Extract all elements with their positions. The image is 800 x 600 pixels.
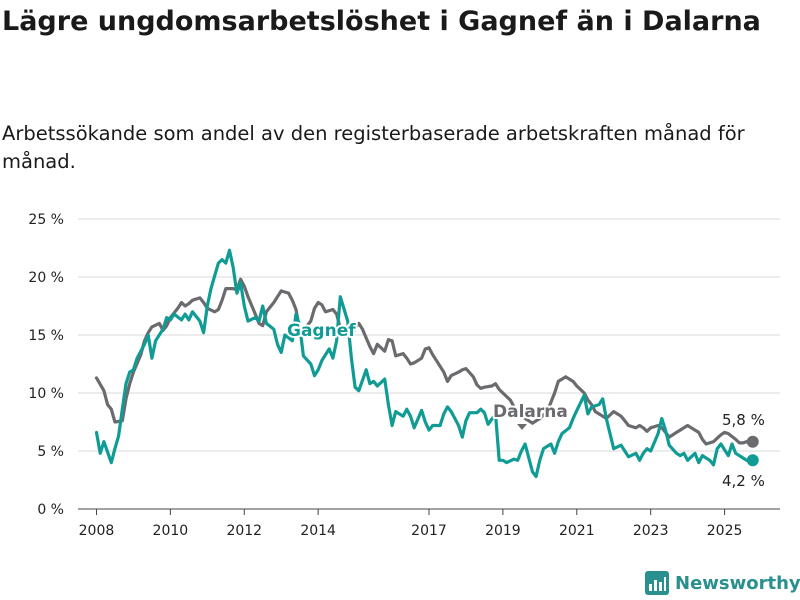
series <box>94 248 759 479</box>
series-line-dalarna <box>94 277 749 446</box>
x-tick-label: 2008 <box>79 523 115 539</box>
bar-chart-logo-icon <box>645 571 669 595</box>
chart-title: Lägre ungdomsarbetslöshet i Gagnef än i … <box>2 6 761 37</box>
label-pointer <box>517 424 527 430</box>
series-end-point-dalarna <box>746 435 759 448</box>
series-label-dalarna: Dalarna <box>493 402 568 422</box>
y-tick-label: 10 % <box>28 386 64 402</box>
y-tick-label: 20 % <box>28 270 64 286</box>
y-tick-label: 5 % <box>37 444 64 460</box>
series-line-gagnef <box>94 248 749 479</box>
axes: 0 % 5 % 10 % 15 % 20 % 25 % 2008 2010 2012 2014 20… <box>28 212 780 539</box>
newsworthy-brand: Newsworthy <box>645 570 800 596</box>
chart-subtitle: Arbetssökande som andel av den registerb… <box>2 122 745 173</box>
series-label-gagnef: Gagnef <box>287 321 356 341</box>
y-tick-label: 25 % <box>28 212 64 228</box>
y-tick-label: 15 % <box>28 328 64 344</box>
grid-lines <box>78 218 780 510</box>
x-tick-label: 2017 <box>411 523 447 539</box>
x-tick-label: 2023 <box>633 523 669 539</box>
line-chart: 0 % 5 % 10 % 15 % 20 % 25 % 2008 2010 2012 2014 20… <box>28 212 780 539</box>
x-tick-label: 2010 <box>153 523 189 539</box>
x-tick-label: 2012 <box>226 523 262 539</box>
x-tick-label: 2019 <box>485 523 521 539</box>
series-labels: Gagnef Dalarna 5,8 % 4,2 % <box>285 319 765 490</box>
end-label-gagnef: 4,2 % <box>722 472 765 490</box>
x-tick-label: 2021 <box>559 523 595 539</box>
y-tick-label: 0 % <box>37 502 64 518</box>
x-tick-label: 2025 <box>707 523 743 539</box>
brand-name: Newsworthy <box>675 572 800 594</box>
x-tick-label: 2014 <box>300 523 336 539</box>
end-label-dalarna: 5,8 % <box>722 411 765 429</box>
series-end-point-gagnef <box>746 454 759 467</box>
